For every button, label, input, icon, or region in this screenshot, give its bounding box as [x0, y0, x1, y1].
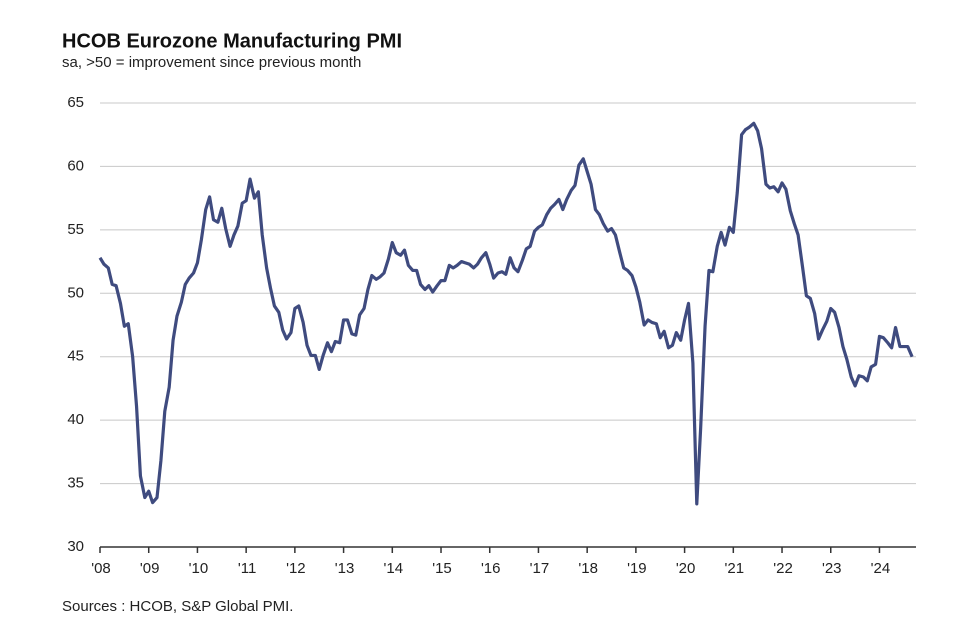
x-tick-label: '24: [871, 560, 891, 577]
x-tick-label: '10: [189, 560, 209, 577]
x-tick-label: '22: [773, 560, 793, 577]
y-tick-label: 30: [67, 538, 84, 555]
y-tick-label: 60: [67, 157, 84, 174]
x-tick-label: '17: [530, 560, 550, 577]
y-tick-label: 55: [67, 221, 84, 238]
x-tick-label: '11: [238, 560, 256, 577]
x-tick-label: '23: [822, 560, 842, 577]
x-tick-label: '20: [676, 560, 696, 577]
y-tick-label: 35: [67, 475, 84, 492]
x-tick-label: '18: [578, 560, 598, 577]
x-tick-label: '09: [140, 560, 160, 577]
y-tick-label: 40: [67, 411, 84, 428]
source-note: Sources : HCOB, S&P Global PMI.: [62, 598, 293, 615]
x-tick-label: '08: [91, 560, 111, 577]
y-tick-label: 45: [67, 348, 84, 365]
x-tick-label: '13: [335, 560, 355, 577]
chart-title: HCOB Eurozone Manufacturing PMI: [62, 30, 402, 52]
x-tick-label: '12: [286, 560, 306, 577]
data-line: [98, 121, 914, 506]
y-tick-label: 65: [67, 94, 84, 111]
x-tick-label: '15: [432, 560, 452, 577]
x-tick-label: '16: [481, 560, 501, 577]
x-tick-label: '19: [627, 560, 647, 577]
x-tick-label: '14: [384, 560, 404, 577]
x-tick-label: '21: [725, 560, 745, 577]
chart-subtitle: sa, >50 = improvement since previous mon…: [62, 54, 361, 71]
y-tick-label: 50: [67, 284, 84, 301]
